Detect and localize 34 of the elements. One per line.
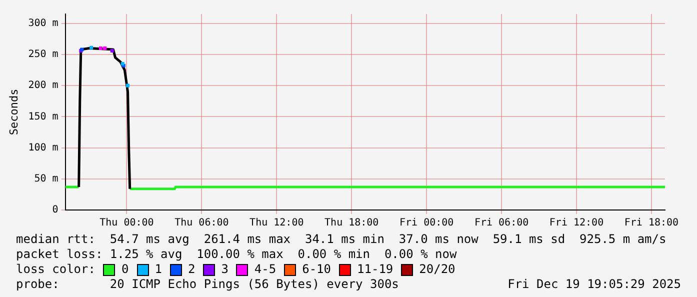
legend-label: 6-10 [302,262,332,277]
y-tick-label: 50 m [34,173,58,184]
y-tick-label: 150 m [28,111,58,122]
y-tick-label: 300 m [28,18,58,29]
y-tick-label: 100 m [28,142,58,154]
y-tick-label: 200 m [28,80,58,92]
point [110,48,114,52]
x-tick-label: Fri 00:00 [399,218,454,229]
legend-label: 11-19 [357,262,394,277]
text: packet loss: 1.25 % avg 100.00 % max 0.00 % min 0.00 % now [16,247,458,262]
legend-label: 20/20 [419,262,456,277]
x-tick-label: Thu 06:00 [174,218,229,229]
legend-label: 4-5 [254,262,276,277]
point [98,46,102,50]
legend-title: loss color: [16,262,96,277]
legend-label: 2 [188,262,196,277]
point [126,84,130,88]
x-tick-label: Thu 12:00 [250,218,304,229]
text: median rtt: 54.7 ms avg 261.4 ms max 34.1 ms min 37.0 ms now 59.1 ms sd 925.5 m am/s [16,232,668,247]
x-tick-label: Thu 00:00 [100,218,154,229]
x-tick-label: Thu 18:00 [324,218,379,229]
x-tick-label: Fri 12:00 [549,218,604,229]
point [103,46,107,50]
y-tick-label: 250 m [28,49,58,60]
point [90,46,94,50]
legend-label: 3 [221,262,228,277]
x-tick-label: Fri 06:00 [474,218,529,229]
y-axis-title: Seconds [7,88,20,136]
legend-label: 1 [154,262,162,277]
text: Fri Dec 19 19:05:29 2025 [508,277,681,292]
y-tick-label: 0 [52,204,58,216]
text: probe: 20 ICMP Echo Pings (56 Bytes) every 300s [16,277,399,292]
x-tick-label: Fri 18:00 [624,218,679,229]
legend-label: 0 [121,262,129,277]
